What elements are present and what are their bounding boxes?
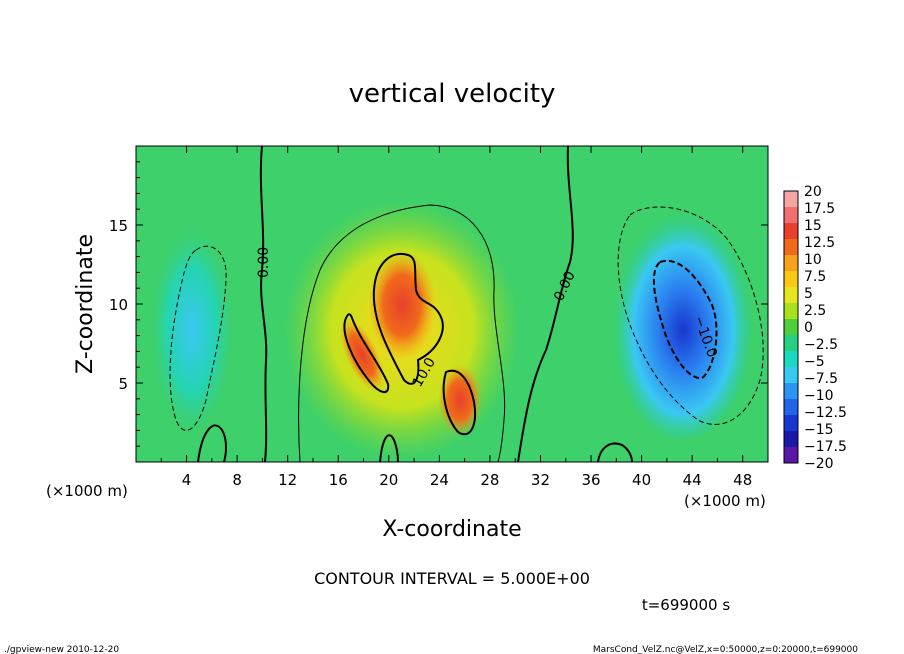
colorbar-swatch [784,319,798,336]
colorbar-label: 12.5 [804,235,835,251]
colorbar-swatch [784,367,798,384]
contour-5 [298,204,506,462]
colorbar-swatch [784,271,798,288]
contour-interval: CONTOUR INTERVAL = 5.000E+00 [314,569,590,588]
y-axis: 5 10 15 [109,161,768,447]
colorbar-label: −2.5 [804,337,838,353]
contour-neg10-right [652,259,718,380]
colorbar-swatch [784,191,798,208]
colorbar-swatch [784,447,798,464]
colorbar-label: −7.5 [804,371,838,387]
colorbar-label: −17.5 [804,439,847,455]
x-tick-label: 28 [480,471,499,489]
bottom-contour-bump-3 [379,434,399,462]
colorbar-label: 2.5 [804,303,826,319]
footer-left: ./gpview-new 2010-12-20 [4,645,119,654]
colorbar-swatch [784,207,798,224]
colorbar-label: −15 [804,422,834,438]
downdraft-region [611,198,755,438]
x-tick-label: 24 [430,471,449,489]
x-tick-label: 8 [232,471,242,489]
colorbar-swatch [784,351,798,368]
weak-downdraft-region [150,225,234,435]
colorbar-label: 7.5 [804,269,826,285]
colorbar-label: 20 [804,184,822,200]
x-tick-label: 36 [581,471,600,489]
colorbar-label: 15 [804,218,822,234]
colorbar-frame [783,190,799,464]
colorbar-swatch [784,239,798,256]
colorbar-swatch [784,415,798,432]
colorbar-swatch [784,335,798,352]
time-label: t=699000 s [642,596,730,614]
x-tick-label: 20 [379,471,398,489]
y-tick-label: 10 [109,296,128,314]
x-axis-label: X-coordinate [382,517,521,542]
colorbar-label: −10 [804,388,834,404]
zero-contour-right [517,146,574,462]
contour-label-zero-left: 0.00 [256,247,272,278]
colorbar-swatch [784,399,798,416]
updraft-core-upper [368,250,436,360]
y-axis-label: Z-coordinate [73,234,98,374]
x-axis: 4 8 12 16 20 24 28 32 36 40 44 48 [160,146,752,489]
x-tick-label: 4 [182,471,192,489]
bottom-contour-bump-2 [597,442,633,462]
x-unit-left: (×1000 m) [46,482,128,500]
contour-neg5-right [617,206,764,425]
colorbar-label: −5 [804,354,825,370]
chart-title: vertical velocity [349,79,556,109]
colorbar-swatch [784,255,798,272]
colorbar-swatch [784,431,798,448]
x-tick-label: 16 [329,471,348,489]
colorbar-label: −12.5 [804,405,847,421]
x-tick-label: 48 [733,471,752,489]
colorbar-swatch [784,383,798,400]
plot-area: 0.00 0.00 10.0 −10.0 [136,146,768,462]
updraft-arm [339,318,385,392]
colorbar-label: −20 [804,456,834,472]
bottom-contour-bump-1 [197,424,227,462]
x-unit-right: (×1000 m) [684,492,766,510]
x-tick-label: 44 [683,471,702,489]
x-tick-label: 12 [278,471,297,489]
colorbar-label: 10 [804,252,822,268]
colorbar-swatch [784,303,798,320]
colorbar-label: 17.5 [804,201,835,217]
colorbar-label: 5 [804,286,813,302]
contour-10-arm [343,313,390,393]
footer-right: MarsCond_VelZ.nc@VelZ,x=0:50000,z=0:2000… [593,645,858,654]
colorbar-swatch [784,287,798,304]
y-tick-label: 5 [118,375,128,393]
contour-10-lower [442,369,476,436]
x-tick-label: 32 [531,471,550,489]
y-tick-label: 15 [109,217,128,235]
contour-10-upper [372,252,444,385]
colorbar-label: 0 [804,320,813,336]
x-tick-label: 40 [632,471,651,489]
colorbar-swatch [784,223,798,240]
colorbar: 2017.51512.5107.552.50−2.5−5−7.5−10−12.5… [783,184,847,472]
zero-contour-left [259,146,268,462]
